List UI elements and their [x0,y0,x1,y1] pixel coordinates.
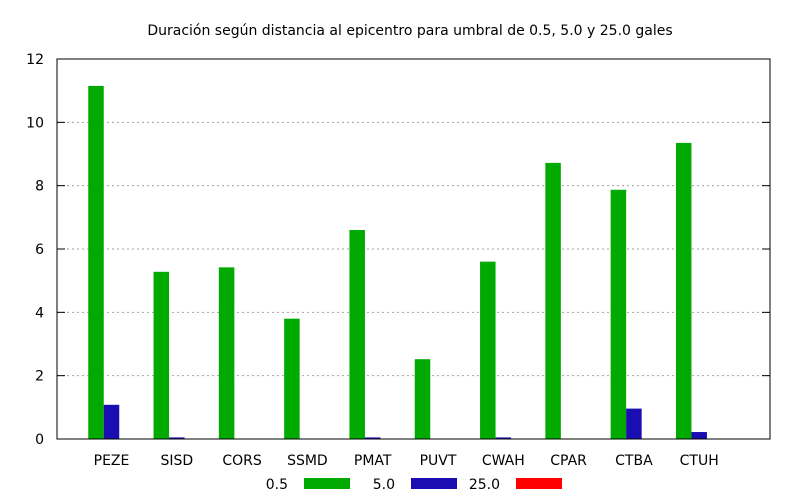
x-tick-label: PEZE [94,453,130,469]
y-tick-label: 12 [26,52,44,68]
bar-0.5-CWAH [480,261,496,439]
bar-5.0-CTBA [626,408,642,439]
bar-0.5-PEZE [88,85,104,440]
legend-swatch [516,478,562,489]
bar-0.5-CTBA [610,189,627,439]
bar-0.5-SSMD [284,318,300,439]
chart-title: Duración según distancia al epicentro pa… [147,23,672,39]
x-tick-label: PUVT [420,453,457,469]
y-tick-label: 4 [35,305,44,321]
bar-5.0-CWAH [495,437,512,439]
x-tick-label: CTBA [615,453,653,469]
legend: 0.5 5.0 25.0 [266,477,562,493]
bar-0.5-CTUH [675,142,692,439]
legend-label: 25.0 [469,477,500,493]
x-tick-label: CORS [222,453,262,469]
bars [88,85,707,440]
x-tick-label: SISD [160,453,193,469]
y-tick-label: 10 [26,115,44,131]
bar-5.0-PMAT [364,437,381,439]
bar-0.5-CORS [218,267,235,439]
bar-0.5-PUVT [414,359,431,439]
x-tick-label: PMAT [354,453,392,469]
bar-0.5-PMAT [349,230,365,439]
bar-5.0-SISD [169,437,185,439]
y-tick-label: 0 [35,432,44,448]
bar-0.5-SISD [153,271,170,439]
legend-label: 0.5 [266,477,288,493]
x-tick-label: CWAH [482,453,525,469]
bar-5.0-PEZE [103,404,120,439]
legend-swatch [411,478,457,489]
bar-5.0-CTUH [691,432,707,439]
bar-0.5-CPAR [545,162,561,439]
legend-label: 5.0 [373,477,395,493]
grid-lines [57,121,770,377]
y-axis: 0 2 4 6 8 10 12 [26,52,770,448]
x-tick-label: CPAR [550,453,587,469]
y-tick-label: 6 [35,242,44,258]
y-tick-label: 8 [35,179,44,195]
x-tick-label: CTUH [680,453,719,469]
legend-swatch [304,478,350,489]
x-axis: PEZE SISD CORS SSMD PMAT PUVT CWAH CPAR CTBA CTUH [94,453,719,469]
y-tick-label: 2 [35,369,44,385]
x-tick-label: SSMD [287,453,328,469]
